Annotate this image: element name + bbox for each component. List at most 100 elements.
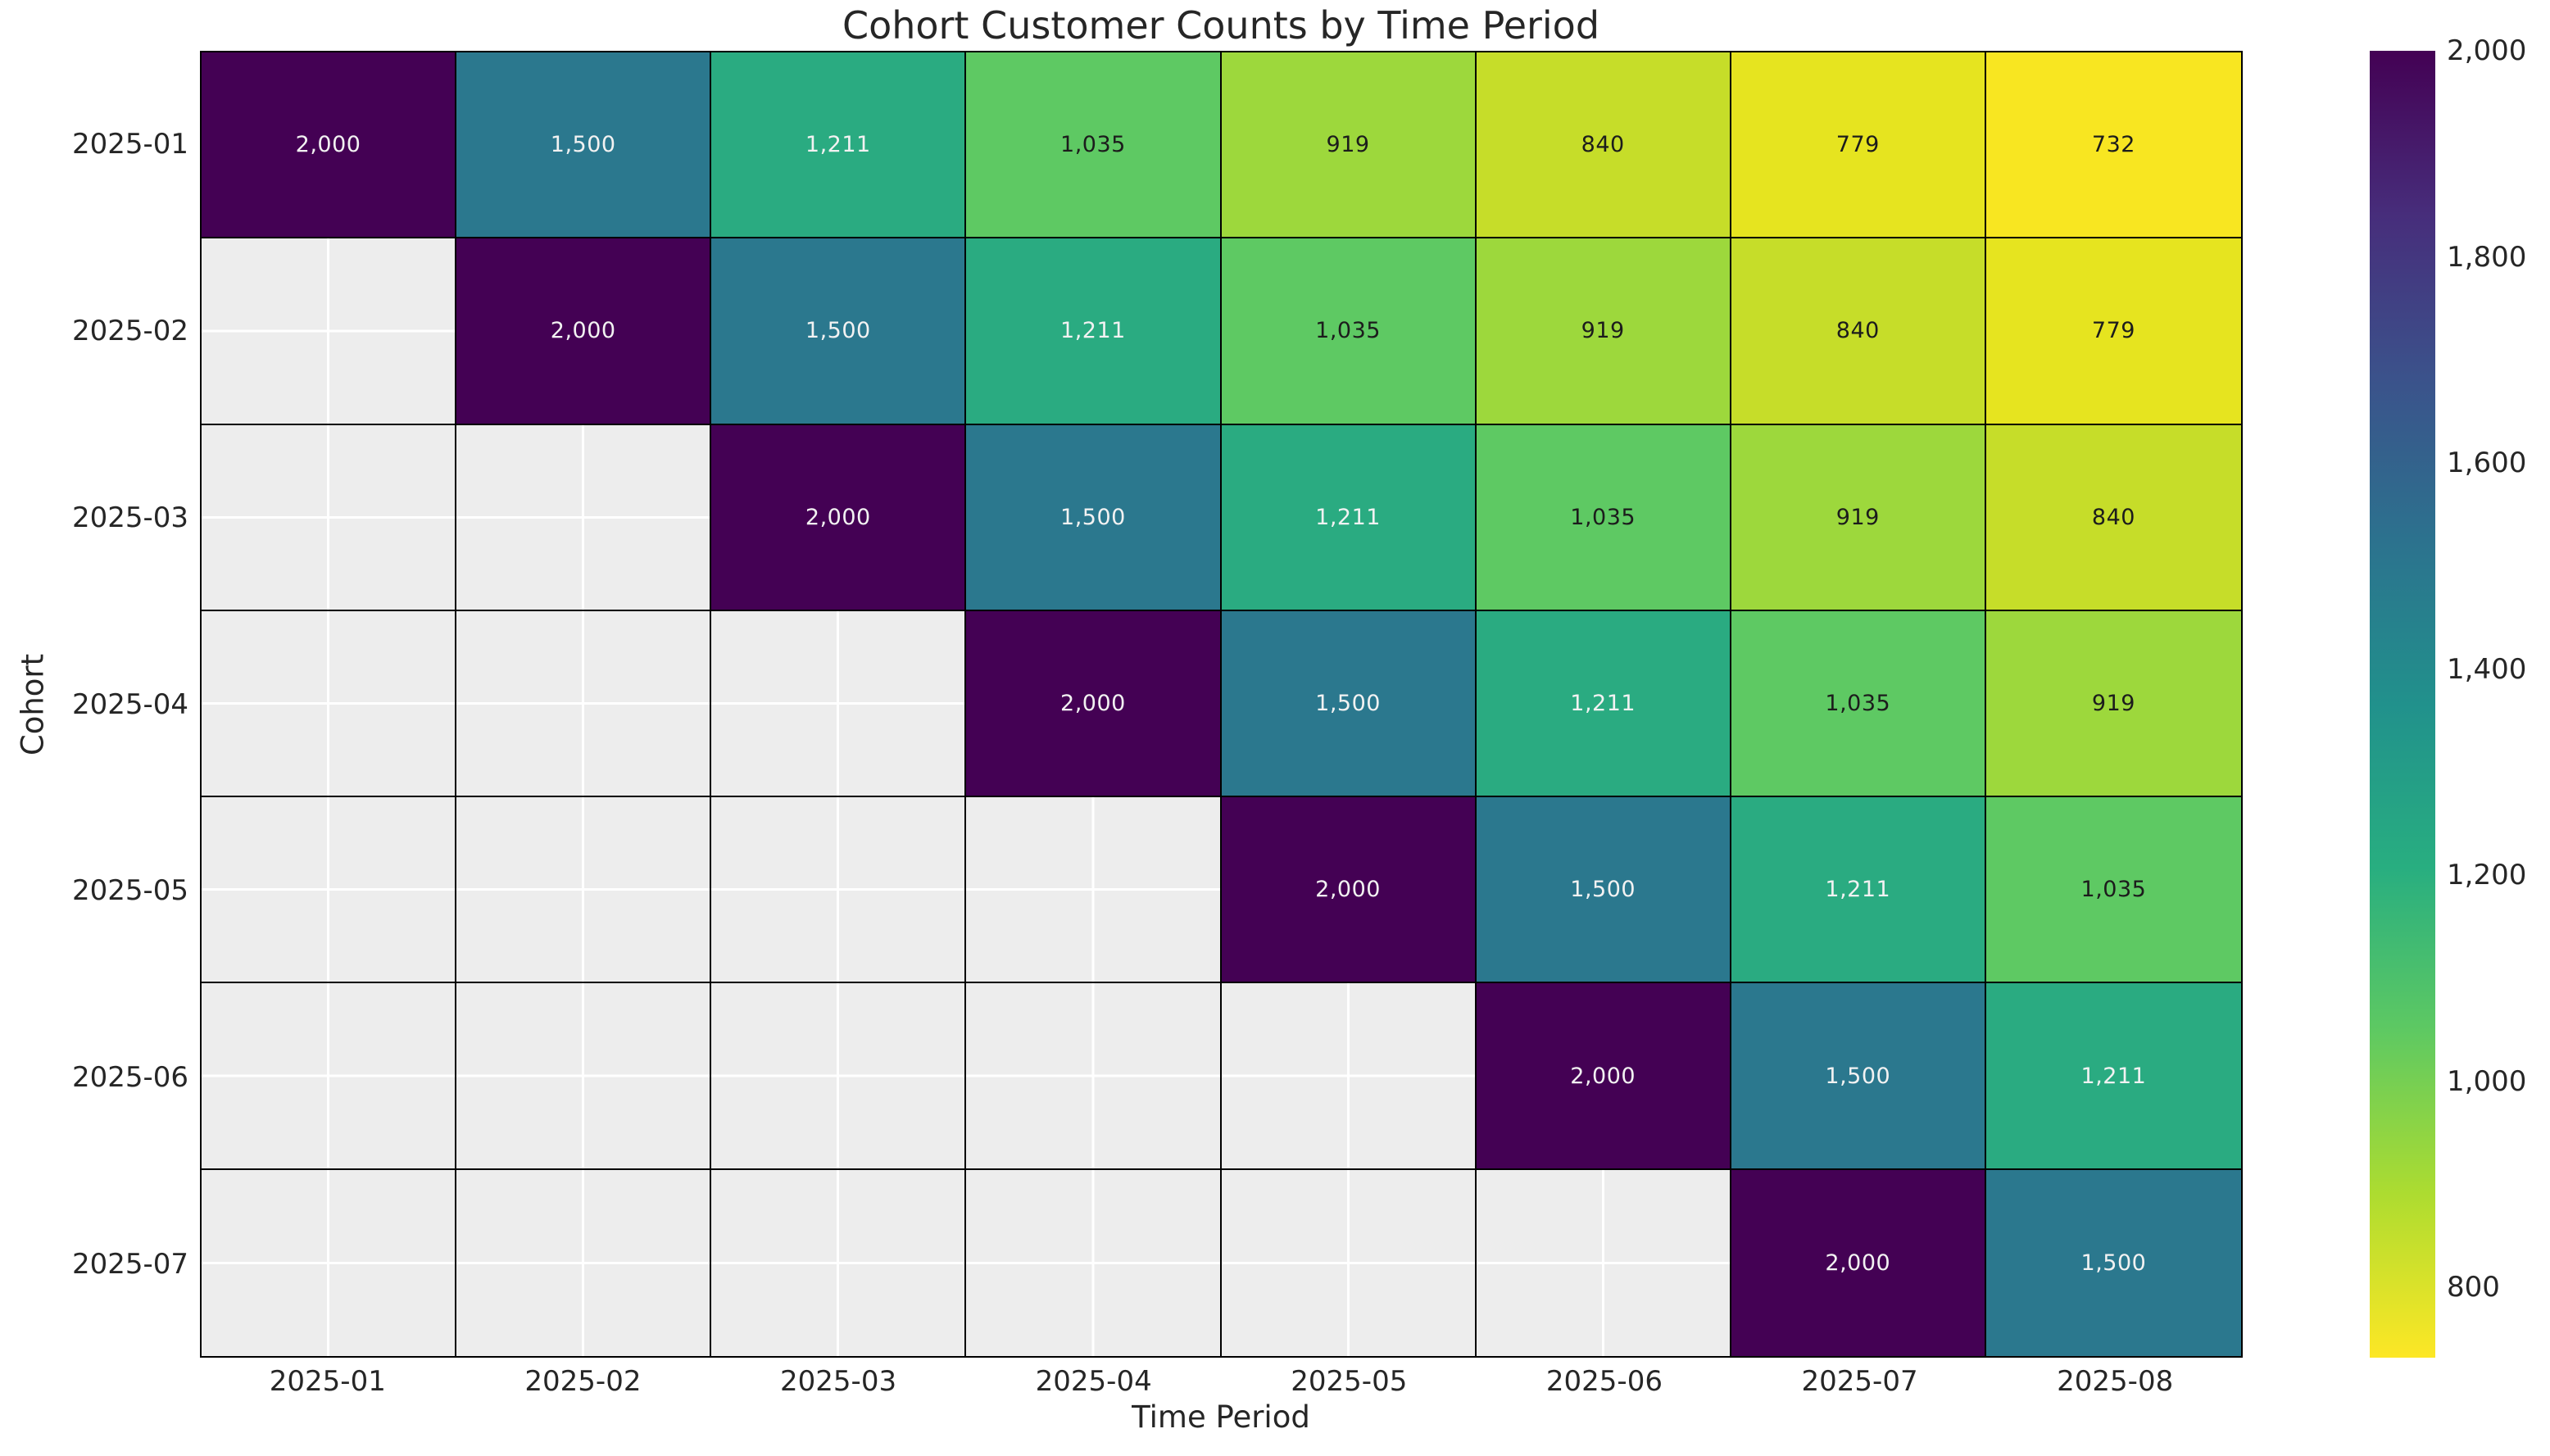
- heatmap-cell: 1,211: [1221, 424, 1477, 611]
- heatmap-cell-value: 919: [2091, 690, 2135, 716]
- heatmap-cell-value: 1,500: [1315, 690, 1381, 716]
- heatmap-cell-value: 1,211: [1570, 690, 1636, 716]
- y-tick-label: 2025-02: [71, 314, 188, 347]
- heatmap-cell: 919: [1985, 610, 2241, 798]
- heatmap-cell: 1,500: [1731, 983, 1986, 1170]
- heatmap-cell: 1,211: [1476, 610, 1731, 798]
- heatmap-cell-value: 732: [2091, 132, 2135, 158]
- heatmap-cell: 919: [1731, 424, 1986, 611]
- y-tick-label: 2025-04: [71, 687, 188, 721]
- heatmap-cell-value: 1,211: [1060, 318, 1126, 344]
- heatmap-plot-area: 2,000 1,500 1,211 1,035 919 840 779 732 2,000 1,5…: [200, 51, 2243, 1358]
- heatmap-cell: 1,500: [966, 424, 1222, 611]
- heatmap-cell-value: 1,035: [1315, 318, 1381, 344]
- heatmap-cell: [711, 983, 967, 1170]
- heatmap-cell-value: 1,211: [2080, 1063, 2147, 1089]
- heatmap-cell: 2,000: [202, 52, 457, 239]
- chart-title: Cohort Customer Counts by Time Period: [842, 3, 1600, 48]
- x-tick-label: 2025-05: [1291, 1365, 1408, 1398]
- heatmap-cell: [711, 610, 967, 798]
- heatmap-cell: 1,035: [966, 52, 1222, 239]
- heatmap-cell: 1,035: [1221, 238, 1477, 425]
- heatmap-cell: 840: [1731, 238, 1986, 425]
- heatmap-cell-value: 1,035: [1060, 132, 1126, 158]
- heatmap-cell-value: 2,000: [1570, 1063, 1636, 1089]
- heatmap-cell-value: 2,000: [1825, 1250, 1891, 1276]
- heatmap-cell-value: 1,500: [805, 318, 871, 344]
- y-tick-label: 2025-06: [71, 1061, 188, 1095]
- heatmap-cell: [202, 1169, 457, 1356]
- heatmap-cell: 1,035: [1731, 610, 1986, 798]
- heatmap-cell: [711, 1169, 967, 1356]
- heatmap-cell: 2,000: [1476, 983, 1731, 1170]
- heatmap-cell-value: 1,500: [1825, 1063, 1891, 1089]
- heatmap-cell: 1,211: [966, 238, 1222, 425]
- colorbar-tick-label: 1,200: [2447, 859, 2527, 892]
- colorbar-tick-label: 800: [2447, 1271, 2500, 1304]
- heatmap-cell: 2,000: [711, 424, 967, 611]
- heatmap-cell: [202, 238, 457, 425]
- heatmap-cell: 2,000: [1731, 1169, 1986, 1356]
- x-tick-label: 2025-03: [780, 1365, 897, 1398]
- heatmap-cell: 1,500: [1476, 797, 1731, 984]
- heatmap-cell: [966, 983, 1222, 1170]
- heatmap-cell: 919: [1221, 52, 1477, 239]
- heatmap-cell: 1,035: [1476, 424, 1731, 611]
- heatmap-cell: [202, 797, 457, 984]
- heatmap-cell: 2,000: [966, 610, 1222, 798]
- heatmap-cell-value: 840: [1835, 318, 1880, 344]
- heatmap-cell-value: 1,211: [805, 132, 871, 158]
- x-tick-label: 2025-01: [269, 1365, 386, 1398]
- colorbar-tick-label: 1,000: [2447, 1064, 2527, 1098]
- heatmap-cell: [966, 797, 1222, 984]
- heatmap-cell-value: 779: [1835, 132, 1880, 158]
- heatmap-cell: 919: [1476, 238, 1731, 425]
- heatmap-cell: [711, 797, 967, 984]
- heatmap-cell: 1,500: [711, 238, 967, 425]
- heatmap-cell: 2,000: [456, 238, 712, 425]
- heatmap-cell: [202, 424, 457, 611]
- heatmap-cell-value: 2,000: [1315, 877, 1381, 903]
- heatmap-cell: [202, 610, 457, 798]
- heatmap-cell: 2,000: [1221, 797, 1477, 984]
- heatmap-cell-value: 2,000: [1060, 690, 1126, 716]
- heatmap-cell-value: 1,500: [550, 132, 616, 158]
- x-tick-label: 2025-06: [1545, 1365, 1663, 1398]
- heatmap-cell: 1,500: [1221, 610, 1477, 798]
- x-tick-label: 2025-08: [2057, 1365, 2174, 1398]
- heatmap-cell: 840: [1985, 424, 2241, 611]
- y-tick-label: 2025-01: [71, 127, 188, 161]
- heatmap-cell: 1,211: [1985, 983, 2241, 1170]
- colorbar-tick-label: 1,800: [2447, 240, 2527, 274]
- heatmap-cell-value: 1,035: [1570, 504, 1636, 530]
- heatmap-cell-value: 840: [2091, 504, 2135, 530]
- heatmap-cell-value: 919: [1835, 504, 1880, 530]
- heatmap-cell: [456, 797, 712, 984]
- heatmap-cell-value: 1,211: [1315, 504, 1381, 530]
- heatmap-cell-value: 1,035: [2080, 877, 2147, 903]
- heatmap-cell: 1,500: [456, 52, 712, 239]
- heatmap-cell: [1221, 1169, 1477, 1356]
- heatmap-cell: [1476, 1169, 1731, 1356]
- heatmap-cell: 1,211: [1731, 797, 1986, 984]
- heatmap-cell: 840: [1476, 52, 1731, 239]
- heatmap-cell-value: 840: [1581, 132, 1625, 158]
- heatmap-cell: [456, 424, 712, 611]
- colorbar-tick-label: 2,000: [2447, 34, 2527, 67]
- heatmap-cell-value: 1,211: [1825, 877, 1891, 903]
- heatmap-cell: [202, 983, 457, 1170]
- heatmap-cell-value: 1,500: [1570, 877, 1636, 903]
- heatmap-cell: [966, 1169, 1222, 1356]
- heatmap-cell-value: 919: [1581, 318, 1625, 344]
- heatmap-cell: 1,211: [711, 52, 967, 239]
- heatmap-cell-value: 1,035: [1825, 690, 1891, 716]
- heatmap-cell: 1,500: [1985, 1169, 2241, 1356]
- colorbar-tick-label: 1,600: [2447, 447, 2527, 480]
- heatmap-cell: [456, 610, 712, 798]
- heatmap-cell: 732: [1985, 52, 2241, 239]
- colorbar-tick-label: 1,400: [2447, 652, 2527, 686]
- heatmap-cell: 779: [1731, 52, 1986, 239]
- heatmap-cell: [456, 983, 712, 1170]
- heatmap-cell: 1,035: [1985, 797, 2241, 984]
